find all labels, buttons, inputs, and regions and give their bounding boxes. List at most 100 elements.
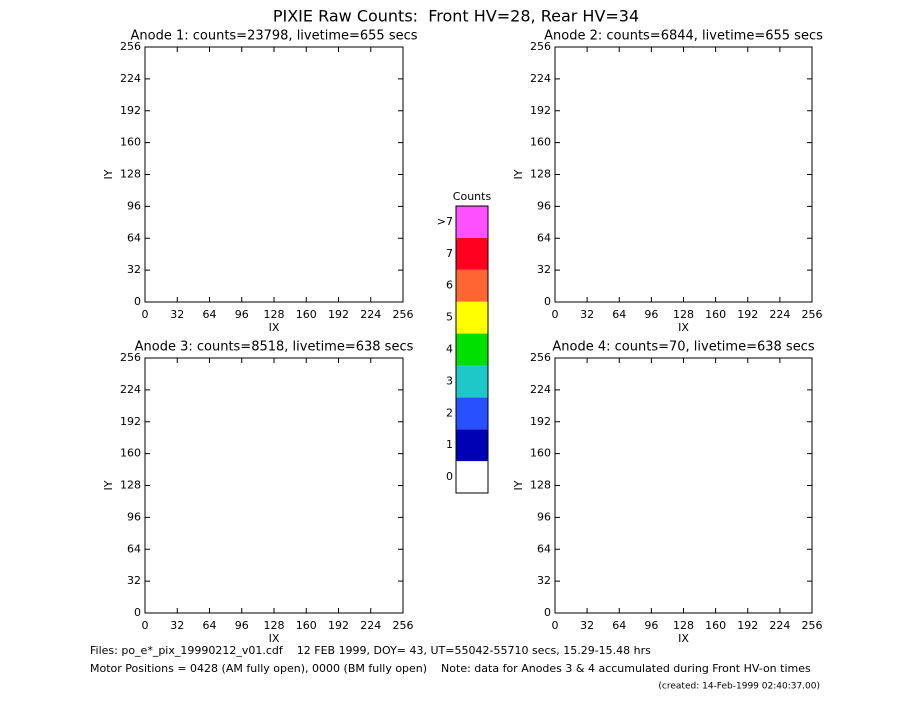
x-tick-label: 192 (328, 308, 349, 321)
footer-files: Files: po_e*_pix_19990212_v01.cdf 12 FEB… (90, 644, 651, 657)
y-tick-label: 0 (134, 606, 141, 619)
colorbar-frame (455, 205, 489, 494)
x-tick-label: 224 (769, 619, 790, 632)
x-tick-label: 192 (328, 619, 349, 632)
y-tick-label: 0 (544, 295, 551, 308)
x-tick-label: 0 (142, 308, 149, 321)
y-tick-label: 96 (537, 510, 551, 523)
colorbar-swatch (456, 206, 488, 238)
y-tick-label: 96 (537, 199, 551, 212)
x-tick-label: 256 (393, 619, 414, 632)
y-tick-label: 256 (120, 351, 141, 364)
plot-frame (554, 357, 813, 614)
panel-title: Anode 3: counts=8518, livetime=638 secs (135, 340, 414, 355)
y-tick-label: 160 (120, 447, 141, 460)
y-tick-label: 32 (127, 263, 141, 276)
x-tick-label: 128 (673, 308, 694, 321)
y-tick-label: 32 (127, 574, 141, 587)
footer-motor: Motor Positions = 0428 (AM fully open), … (90, 662, 811, 675)
y-tick-label: 192 (530, 415, 551, 428)
y-tick-label: 96 (127, 199, 141, 212)
colorbar-label: 3 (446, 374, 453, 387)
x-tick-label: 160 (705, 308, 726, 321)
y-tick-label: 256 (120, 40, 141, 53)
x-tick-label: 160 (296, 308, 317, 321)
y-tick-label: 160 (530, 136, 551, 149)
x-tick-label: 160 (296, 619, 317, 632)
y-tick-label: 128 (530, 479, 551, 492)
y-tick-label: 64 (537, 231, 551, 244)
colorbar-label: 4 (446, 343, 453, 356)
x-tick-label: 96 (644, 619, 658, 632)
colorbar-label: 6 (446, 279, 453, 292)
colorbar-label: 7 (446, 247, 453, 260)
y-tick-label: 64 (127, 542, 141, 555)
panel-title: Anode 1: counts=23798, livetime=655 secs (130, 29, 417, 44)
x-tick-label: 32 (580, 619, 594, 632)
x-tick-label: 96 (644, 308, 658, 321)
x-tick-label: 32 (170, 308, 184, 321)
colorbar-swatch (456, 461, 488, 493)
x-tick-label: 32 (170, 619, 184, 632)
x-tick-label: 0 (552, 619, 559, 632)
x-tick-label: 64 (203, 308, 217, 321)
x-tick-label: 128 (264, 308, 285, 321)
y-tick-label: 128 (120, 168, 141, 181)
x-tick-label: 0 (552, 308, 559, 321)
x-tick-label: 96 (235, 619, 249, 632)
x-tick-label: 32 (580, 308, 594, 321)
y-tick-label: 160 (120, 136, 141, 149)
x-tick-label: 64 (612, 619, 626, 632)
x-tick-label: 256 (393, 308, 414, 321)
x-tick-label: 0 (142, 619, 149, 632)
y-tick-label: 128 (120, 479, 141, 492)
x-tick-label: 192 (737, 308, 758, 321)
x-axis-label: IX (269, 632, 280, 645)
plot-frame (144, 357, 404, 614)
colorbar-label: 1 (446, 438, 453, 451)
y-axis-label: IY (102, 169, 115, 179)
figure-title: PIXIE Raw Counts: Front HV=28, Rear HV=3… (273, 7, 639, 26)
colorbar-label: 0 (446, 470, 453, 483)
y-tick-label: 192 (120, 415, 141, 428)
y-tick-label: 96 (127, 510, 141, 523)
x-axis-label: IX (678, 321, 689, 334)
x-tick-label: 192 (737, 619, 758, 632)
x-tick-label: 64 (203, 619, 217, 632)
plot-frame (144, 46, 404, 303)
x-axis-label: IX (269, 321, 280, 334)
x-tick-label: 96 (235, 308, 249, 321)
x-tick-label: 256 (802, 619, 823, 632)
colorbar-swatch (456, 397, 488, 430)
y-tick-label: 64 (537, 542, 551, 555)
colorbar-swatch (456, 237, 488, 270)
y-tick-label: 0 (544, 606, 551, 619)
colorbar-swatch (456, 365, 488, 398)
y-tick-label: 128 (530, 168, 551, 181)
y-tick-label: 160 (530, 447, 551, 460)
x-tick-label: 256 (802, 308, 823, 321)
y-tick-label: 0 (134, 295, 141, 308)
colorbar-swatch (456, 301, 488, 334)
x-tick-label: 128 (264, 619, 285, 632)
panel-title: Anode 2: counts=6844, livetime=655 secs (544, 29, 823, 44)
y-tick-label: 224 (530, 72, 551, 85)
colorbar-swatch (456, 269, 488, 302)
colorbar-label: >7 (437, 215, 453, 228)
colorbar-swatch (456, 429, 488, 462)
y-tick-label: 192 (530, 104, 551, 117)
y-tick-label: 192 (120, 104, 141, 117)
footer-created: (created: 14-Feb-1999 02:40:37.00) (658, 682, 820, 692)
x-tick-label: 224 (360, 619, 381, 632)
colorbar-title: Counts (453, 190, 492, 203)
x-tick-label: 224 (360, 308, 381, 321)
y-tick-label: 256 (530, 351, 551, 364)
panel-title: Anode 4: counts=70, livetime=638 secs (552, 340, 814, 355)
x-tick-label: 160 (705, 619, 726, 632)
colorbar-label: 2 (446, 406, 453, 419)
x-tick-label: 64 (612, 308, 626, 321)
y-axis-label: IY (102, 480, 115, 490)
y-axis-label: IY (512, 169, 525, 179)
